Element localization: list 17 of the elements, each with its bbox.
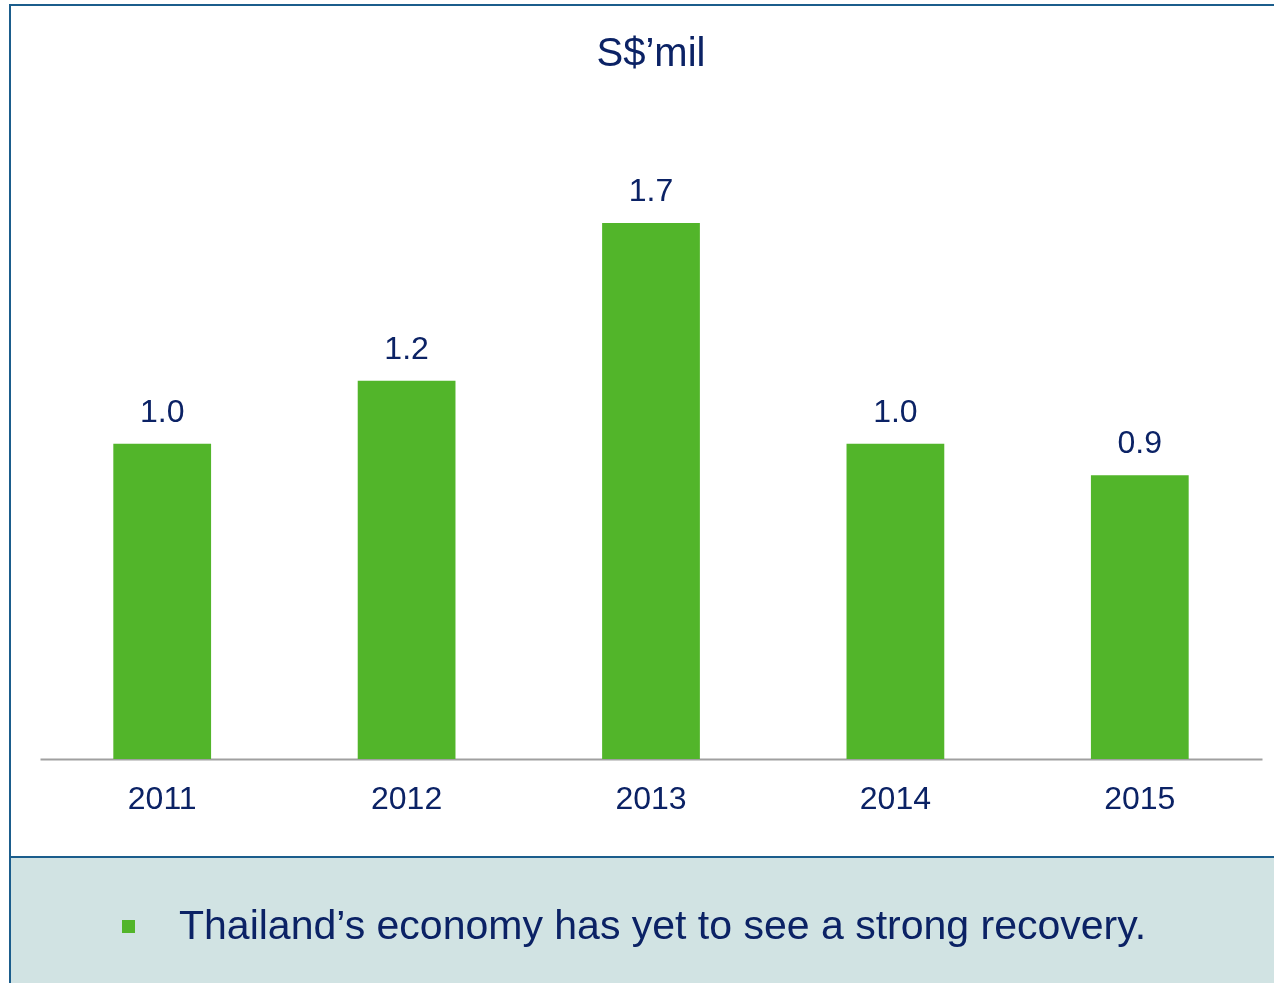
data-label: 1.0	[139, 392, 185, 429]
x-tick-label: 2015	[1104, 779, 1176, 816]
x-tick-label: 2012	[371, 779, 443, 816]
data-label: 1.2	[384, 329, 429, 366]
data-label: 1.7	[628, 172, 674, 208]
data-label: 0.9	[1117, 424, 1163, 461]
x-tick-label: 2011	[127, 779, 197, 816]
chart-title: S$’mil	[596, 30, 706, 74]
bar	[113, 443, 212, 759]
bar	[846, 443, 945, 759]
data-label: 1.0	[873, 392, 918, 429]
bar	[1090, 475, 1189, 759]
x-tick-label: 2013	[615, 779, 687, 816]
bar	[602, 223, 700, 759]
bar	[357, 380, 456, 759]
x-tick-label: 2014	[859, 779, 931, 816]
text: Thailand’s economy has yet to see a strong recovery.	[179, 902, 1147, 949]
